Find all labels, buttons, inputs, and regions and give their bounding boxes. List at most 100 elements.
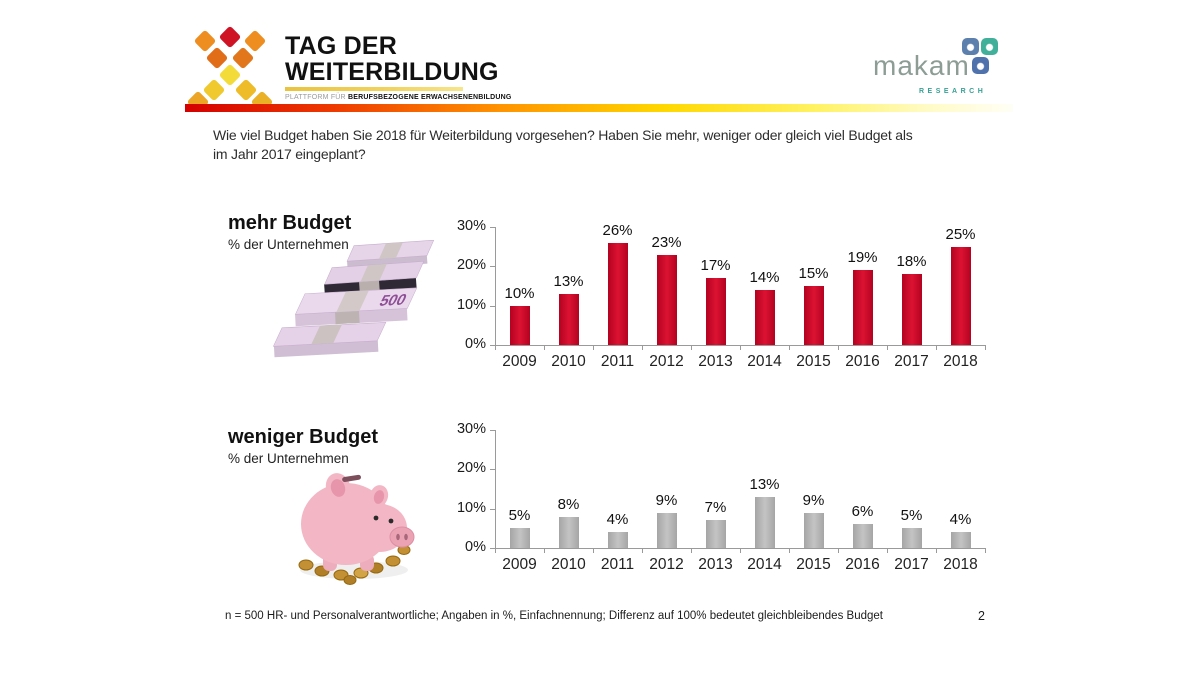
makam-logo-square-icon: [962, 38, 979, 55]
bar: [607, 532, 628, 548]
x-tick: [887, 548, 888, 553]
x-tick: [691, 345, 692, 350]
x-tick-label: 2010: [551, 353, 586, 370]
y-tick: [490, 508, 495, 510]
makam-logo-square-icon: [981, 38, 998, 55]
makam-research-logo: makam RESEARCH: [873, 38, 1013, 98]
x-tick: [691, 548, 692, 553]
question-line-1: Wie viel Budget haben Sie 2018 für Weite…: [213, 127, 913, 143]
x-tick: [985, 548, 986, 553]
x-tick-label: 2010: [551, 556, 586, 573]
x-tick: [936, 548, 937, 553]
tag-der-weiterbildung-logo: TAG DER WEITERBILDUNG PLATTFORM FÜR BERU…: [285, 33, 511, 101]
euro-banknotes-image: 500: [272, 240, 435, 358]
x-tick-label: 2009: [502, 556, 537, 573]
y-tick-label: 20%: [456, 460, 486, 477]
x-tick: [985, 345, 986, 350]
x-tick-label: 2011: [600, 556, 635, 573]
bar-value-label: 5%: [508, 507, 531, 525]
y-tick: [490, 469, 495, 471]
x-tick: [495, 345, 496, 350]
makam-logo-name: makam: [873, 50, 970, 81]
makam-logo-square-icon: [972, 57, 989, 74]
logo-underline: [285, 87, 463, 91]
x-tick: [593, 548, 594, 553]
bar-value-label: 10%: [504, 284, 535, 302]
bar: [705, 278, 726, 345]
bar-value-label: 19%: [847, 249, 878, 267]
x-tick-label: 2013: [698, 353, 733, 370]
tag-der-weiterbildung-logo-icon: [186, 25, 284, 114]
bar: [803, 286, 824, 345]
question-line-2: im Jahr 2017 eingeplant?: [213, 146, 366, 162]
y-tick-label: 20%: [456, 257, 486, 274]
bar: [607, 242, 628, 345]
bar: [901, 528, 922, 548]
bar: [558, 293, 579, 345]
y-tick-label: 10%: [456, 499, 486, 516]
banknote-value-label: 500: [376, 291, 409, 310]
x-tick-label: 2017: [894, 556, 929, 573]
header-gradient-divider: [185, 104, 1013, 112]
y-tick: [490, 227, 495, 228]
bar-value-label: 25%: [945, 225, 976, 243]
bar: [656, 512, 677, 548]
logo-tagline: PLATTFORM FÜR BERUFSBEZOGENE ERWACHSENEN…: [285, 94, 511, 101]
bar-value-label: 7%: [704, 499, 727, 517]
logo-diamond: [205, 46, 229, 70]
bar: [950, 532, 971, 548]
bar: [950, 246, 971, 345]
x-tick: [495, 548, 496, 553]
chart1-title: mehr Budget: [228, 212, 352, 234]
bar-value-label: 15%: [798, 265, 829, 282]
x-tick-label: 2014: [747, 556, 782, 573]
x-tick: [838, 548, 839, 553]
bar-value-label: 14%: [749, 268, 780, 286]
bar: [901, 274, 922, 345]
y-tick-label: 30%: [456, 218, 486, 234]
y-tick: [490, 345, 495, 346]
weniger-budget-bar-chart: 0% 10% 20% 30% 5% 2009 8% 2010 4% 2011 9% 2012 7% 201…: [440, 420, 1000, 585]
bar-value-label: 5%: [900, 507, 923, 525]
bar-value-label: 9%: [802, 491, 825, 509]
logo-diamond: [231, 46, 255, 70]
y-tick-label: 30%: [456, 421, 486, 437]
bar-value-label: 6%: [851, 503, 874, 521]
logo-diamond: [218, 25, 242, 49]
x-tick-label: 2015: [796, 353, 831, 370]
chart2-subtitle: % der Unternehmen: [228, 451, 349, 466]
makam-logo-research-label: RESEARCH: [919, 88, 987, 95]
piggy-bank-image: [298, 473, 415, 585]
bar-value-label: 8%: [557, 495, 580, 513]
y-tick: [490, 430, 495, 431]
x-tick: [740, 345, 741, 350]
logo-tagline-prefix: PLATTFORM FÜR: [285, 94, 346, 101]
x-tick: [544, 345, 545, 350]
bar: [852, 524, 873, 548]
logo-tagline-bold: BERUFSBEZOGENE ERWACHSENENBILDUNG: [347, 94, 512, 101]
x-tick-label: 2016: [845, 353, 880, 370]
bar-value-label: 17%: [700, 257, 731, 275]
logo-diamond: [243, 29, 267, 53]
bar: [656, 254, 677, 345]
question-text: Wie viel Budget haben Sie 2018 für Weite…: [213, 126, 973, 164]
bar: [509, 528, 530, 548]
y-tick-label: 10%: [456, 296, 486, 313]
x-tick-label: 2009: [502, 353, 537, 370]
x-tick: [740, 548, 741, 553]
x-tick-label: 2014: [747, 353, 782, 370]
y-tick: [490, 305, 495, 307]
pig-body: [301, 473, 415, 571]
logo-diamond: [218, 63, 242, 87]
bar-value-label: 23%: [651, 233, 682, 251]
x-tick: [593, 345, 594, 350]
x-tick-label: 2012: [649, 353, 684, 370]
bar-value-label: 18%: [896, 253, 927, 271]
bar: [754, 289, 775, 345]
bar-value-label: 13%: [553, 272, 584, 290]
bar: [558, 516, 579, 548]
bar: [754, 496, 775, 548]
y-tick-label: 0%: [465, 539, 486, 555]
x-tick-label: 2011: [600, 353, 635, 370]
